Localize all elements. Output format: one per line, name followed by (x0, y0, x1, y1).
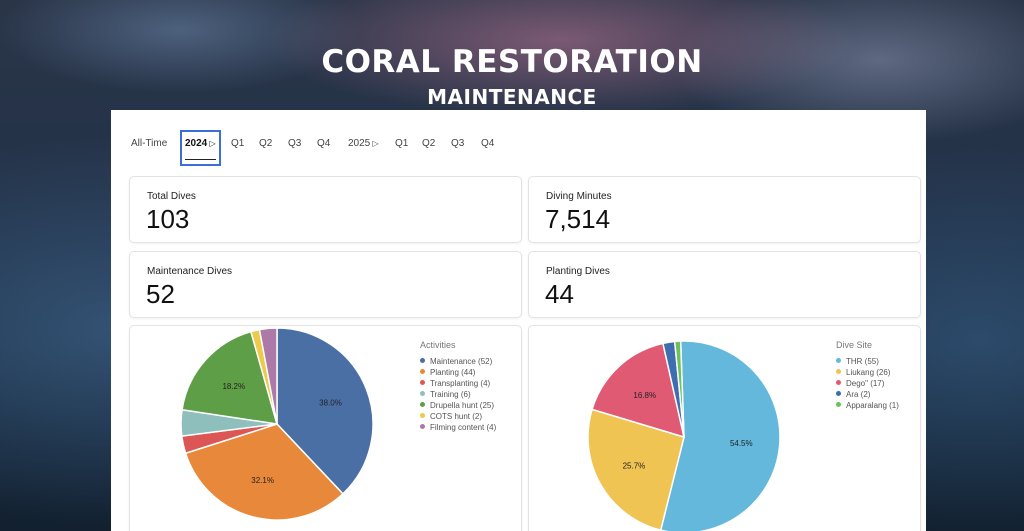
legend-item[interactable]: Drupella hunt (25) (420, 400, 496, 411)
dashboard-panel: All-Time 2024 ▷ Q1 Q2 Q3 Q4 2025 ▷ Q1 Q2… (111, 110, 926, 531)
legend-label: Ara (2) (846, 390, 871, 399)
tab-2024[interactable]: 2024 ▷ (180, 130, 221, 166)
legend-item[interactable]: COTS hunt (2) (420, 411, 496, 422)
legend-dot-icon (420, 391, 425, 397)
legend-item[interactable]: Ara (2) (836, 389, 899, 400)
maintenance-dives-card: Maintenance Dives 52 (129, 251, 522, 318)
tab-2024-q1[interactable]: Q1 (231, 138, 245, 149)
pie-slice[interactable] (276, 327, 374, 495)
tab-2025-q2[interactable]: Q2 (422, 138, 436, 149)
legend-item[interactable]: Transplanting (4) (420, 378, 496, 389)
legend-item[interactable]: Filming content (4) (420, 422, 496, 433)
legend-dot-icon (836, 369, 841, 375)
legend-label: Apparalang (1) (846, 401, 899, 410)
total-dives-card: Total Dives 103 (129, 176, 522, 243)
legend-label: Planting (44) (430, 368, 476, 377)
dive-site-pie-chart: 54.5% 25.7% 16.8% (587, 340, 781, 531)
period-filter-bar: All-Time 2024 ▷ Q1 Q2 Q3 Q4 2025 ▷ Q1 Q2… (111, 130, 926, 166)
pie-slice[interactable] (181, 330, 279, 425)
pie-slice[interactable] (673, 340, 685, 438)
diving-minutes-value: 7,514 (545, 204, 611, 234)
diving-minutes-label: Diving Minutes (546, 191, 612, 202)
legend-label: THR (55) (846, 357, 879, 366)
page-title: CORAL RESTORATION (321, 44, 703, 80)
legend-item[interactable]: THR (55) (836, 356, 899, 367)
legend-dot-icon (420, 369, 425, 375)
legend-label: Training (6) (430, 390, 471, 399)
legend-label: Drupella hunt (25) (430, 401, 495, 410)
total-dives-label: Total Dives (147, 191, 196, 202)
activities-pie-chart: 38.0% 32.1% 18.2% (180, 327, 374, 521)
tab-all-time[interactable]: All-Time (131, 138, 168, 149)
slice-percent-label: 38.0% (319, 399, 342, 408)
activities-legend-items: Maintenance (52) Planting (44) Transplanti… (420, 356, 496, 433)
dive-site-legend-items: THR (55) Liukang (26) Dego" (17) Ara (2) App… (836, 356, 899, 411)
tab-2024-underline (185, 159, 216, 160)
legend-dot-icon (836, 391, 841, 397)
legend-item[interactable]: Maintenance (52) (420, 356, 496, 367)
diving-minutes-card: Diving Minutes 7,514 (528, 176, 921, 243)
activities-legend-title: Activities (420, 340, 456, 350)
planting-dives-value: 44 (545, 279, 574, 309)
pie-slice[interactable] (258, 327, 278, 425)
legend-dot-icon (420, 358, 425, 364)
legend-label: Dego" (17) (846, 379, 885, 388)
legend-item[interactable]: Planting (44) (420, 367, 496, 378)
expand-arrow-icon: ▷ (370, 139, 379, 148)
planting-dives-card: Planting Dives 44 (528, 251, 921, 318)
slice-percent-label: 16.8% (633, 391, 656, 400)
legend-dot-icon (836, 380, 841, 386)
dive-site-chart-card: 54.5% 25.7% 16.8% Dive Site THR (55) Liukan… (528, 325, 921, 531)
expand-arrow-icon: ▷ (207, 139, 216, 148)
tab-2025-q4[interactable]: Q4 (481, 138, 495, 149)
legend-dot-icon (420, 424, 425, 430)
legend-item[interactable]: Training (6) (420, 389, 496, 400)
legend-label: Transplanting (4) (430, 379, 491, 388)
page-subtitle: MAINTENANCE (427, 85, 597, 109)
maintenance-dives-value: 52 (146, 279, 175, 309)
slice-percent-label: 18.2% (222, 382, 245, 391)
legend-label: COTS hunt (2) (430, 412, 483, 421)
legend-item[interactable]: Apparalang (1) (836, 400, 899, 411)
tab-2024-q2[interactable]: Q2 (259, 138, 273, 149)
legend-item[interactable]: Dego" (17) (836, 378, 899, 389)
tab-2024-q4[interactable]: Q4 (317, 138, 331, 149)
slice-percent-label: 54.5% (730, 439, 753, 448)
legend-dot-icon (420, 402, 425, 408)
legend-label: Liukang (26) (846, 368, 891, 377)
activities-legend: Activities Maintenance (52) Planting (44)… (420, 340, 496, 433)
legend-dot-icon (836, 402, 841, 408)
activities-chart-card: 38.0% 32.1% 18.2% Activities Maintenance (… (129, 325, 522, 531)
slice-percent-label: 32.1% (251, 476, 274, 485)
legend-dot-icon (836, 358, 841, 364)
legend-label: Filming content (4) (430, 423, 497, 432)
pie-slice[interactable] (591, 342, 686, 439)
tab-2025-q3[interactable]: Q3 (451, 138, 465, 149)
tab-2025-label: 2025 (348, 138, 371, 149)
maintenance-dives-label: Maintenance Dives (147, 266, 233, 277)
pie-slice[interactable] (587, 408, 685, 531)
total-dives-value: 103 (146, 204, 190, 234)
tab-2024-q3[interactable]: Q3 (288, 138, 302, 149)
pie-slice[interactable] (184, 423, 344, 521)
dive-site-legend-title: Dive Site (836, 340, 873, 350)
tab-2025[interactable]: 2025 ▷ (348, 130, 379, 158)
legend-label: Maintenance (52) (430, 357, 493, 366)
dive-site-legend: Dive Site THR (55) Liukang (26) Dego" (17)… (836, 340, 899, 411)
tab-2024-label: 2024 (185, 138, 208, 149)
tab-2025-q1[interactable]: Q1 (395, 138, 409, 149)
legend-dot-icon (420, 380, 425, 386)
planting-dives-label: Planting Dives (546, 266, 610, 277)
legend-dot-icon (420, 413, 425, 419)
slice-percent-label: 25.7% (623, 461, 646, 470)
legend-item[interactable]: Liukang (26) (836, 367, 899, 378)
